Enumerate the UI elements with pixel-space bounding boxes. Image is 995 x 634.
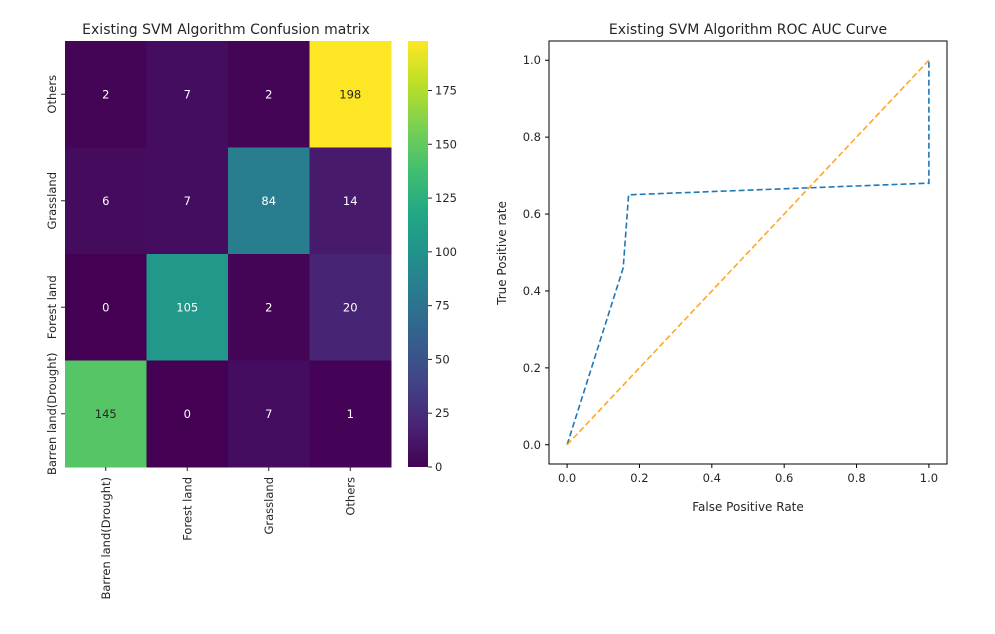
heatmap-cell <box>309 360 392 468</box>
heatmap-cell <box>65 41 147 148</box>
colorbar-tick-label: 75 <box>435 299 450 313</box>
confusion-matrix-panel: Existing SVM Algorithm Confusion matrix … <box>45 22 457 600</box>
colorbar-tick-label: 100 <box>435 245 457 259</box>
heatmap-x-tick-label: Others <box>343 477 357 516</box>
heatmap-cell-value: 0 <box>184 407 191 421</box>
roc-panel: Existing SVM Algorithm ROC AUC Curve 0.0… <box>495 22 948 514</box>
heatmap-cell-value: 2 <box>102 87 109 101</box>
heatmap-cell-value: 7 <box>184 87 191 101</box>
heatmap-cell-value: 7 <box>184 194 191 208</box>
roc-y-tick-label: 0.4 <box>523 284 541 298</box>
roc-y-tick-label: 0.2 <box>523 361 541 375</box>
roc-x-tick-label: 0.0 <box>558 471 576 485</box>
heatmap-cell <box>309 41 392 148</box>
heatmap-cell-value: 14 <box>343 194 358 208</box>
roc-curve-line <box>566 60 930 446</box>
heatmap-cells: 2 7 2 198 6 7 84 14 0 105 2 20 145 0 7 1 <box>65 41 392 468</box>
roc-y-tick-label: 0.0 <box>523 438 541 452</box>
heatmap-cell <box>309 254 392 361</box>
heatmap-cell <box>65 147 147 255</box>
roc-y-tick-label: 0.6 <box>523 207 541 221</box>
roc-ticks: 0.0 0.2 0.4 0.6 0.8 1.0 0.0 0.2 0.4 0.6 0.8 1.0 <box>523 53 938 485</box>
colorbar-tick-label: 50 <box>435 352 450 366</box>
heatmap-cell-value: 2 <box>265 300 272 314</box>
heatmap-y-tick-label: Forest land <box>45 275 59 339</box>
heatmap-cell-value: 84 <box>261 194 276 208</box>
heatmap-x-tick-label: Forest land <box>180 477 194 541</box>
roc-x-tick-label: 0.8 <box>847 471 865 485</box>
heatmap-y-tick-label: Grassland <box>45 172 59 230</box>
heatmap-cell-value: 6 <box>102 194 109 208</box>
heatmap-cell <box>228 147 310 255</box>
heatmap-cell <box>65 360 147 468</box>
heatmap-cell <box>146 147 229 255</box>
roc-diagonal-line <box>566 59 930 446</box>
colorbar: 0 25 50 75 100 125 150 175 <box>408 41 457 474</box>
roc-x-axis-label: False Positive Rate <box>692 500 804 514</box>
roc-y-tick-label: 0.8 <box>523 130 541 144</box>
heatmap-cell <box>309 147 392 255</box>
colorbar-tick-label: 0 <box>435 460 442 474</box>
heatmap-cell <box>65 254 147 361</box>
heatmap-cell-value: 198 <box>339 87 361 101</box>
roc-y-tick-label: 1.0 <box>523 53 541 67</box>
colorbar-tick-label: 175 <box>435 83 457 97</box>
roc-x-tick-label: 0.6 <box>775 471 793 485</box>
colorbar-tick-label: 150 <box>435 137 457 151</box>
heatmap-cell <box>228 360 310 468</box>
roc-x-tick-label: 0.4 <box>703 471 721 485</box>
heatmap-cell <box>228 254 310 361</box>
heatmap-cell <box>146 41 229 148</box>
heatmap-y-tick-label: Barren land(Drought) <box>45 352 59 475</box>
roc-y-axis-label: True Positive rate <box>495 201 509 306</box>
heatmap-cell-value: 145 <box>95 407 117 421</box>
roc-lines <box>566 59 930 446</box>
heatmap-y-tick-labels: Others Grassland Forest land Barren land(Dr… <box>45 75 65 475</box>
heatmap-cell-value: 1 <box>347 407 354 421</box>
colorbar-gradient <box>408 41 428 467</box>
roc-title: Existing SVM Algorithm ROC AUC Curve <box>609 22 887 38</box>
roc-x-tick-label: 0.2 <box>630 471 648 485</box>
heatmap-cell <box>146 360 229 468</box>
heatmap-x-tick-labels: Barren land(Drought) Forest land Grassland… <box>99 467 357 600</box>
roc-plot-frame <box>548 40 948 465</box>
heatmap-cell-value: 105 <box>176 300 198 314</box>
heatmap-cell-value: 0 <box>102 300 109 314</box>
heatmap-y-tick-label: Others <box>45 75 59 114</box>
confusion-matrix-title: Existing SVM Algorithm Confusion matrix <box>82 22 370 38</box>
colorbar-tick-label: 25 <box>435 406 450 420</box>
heatmap-cell-value: 2 <box>265 87 272 101</box>
heatmap-x-tick-label: Grassland <box>262 477 276 535</box>
heatmap-cell-value: 7 <box>265 407 272 421</box>
colorbar-tick-label: 125 <box>435 191 457 205</box>
heatmap-cell-value: 20 <box>343 300 358 314</box>
roc-x-tick-label: 1.0 <box>920 471 938 485</box>
heatmap-cell <box>228 41 310 148</box>
heatmap-cell <box>146 254 229 361</box>
heatmap-x-tick-label: Barren land(Drought) <box>99 477 113 600</box>
